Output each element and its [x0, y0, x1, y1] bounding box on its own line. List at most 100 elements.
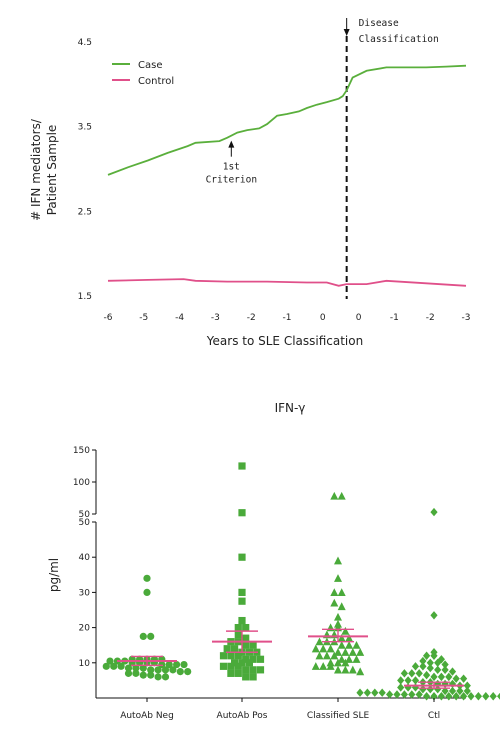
data-point — [386, 690, 394, 699]
data-point — [238, 588, 246, 596]
data-point — [176, 668, 184, 676]
data-point — [169, 666, 177, 674]
data-point — [404, 676, 412, 685]
data-point — [147, 632, 155, 641]
x-tick-label: -4 — [175, 313, 184, 323]
data-point — [400, 669, 408, 678]
category-label: Classified SLE — [307, 711, 370, 721]
data-point — [441, 660, 449, 669]
data-point — [334, 556, 342, 565]
data-point — [419, 656, 427, 666]
data-point — [330, 651, 339, 660]
y-tick-label: 50 — [79, 510, 91, 520]
data-point — [219, 652, 228, 660]
data-point — [334, 665, 342, 674]
data-point — [356, 667, 365, 676]
y-tick-label: 20 — [79, 624, 91, 634]
data-point — [423, 651, 431, 660]
data-point — [219, 662, 228, 670]
data-point — [467, 692, 475, 701]
criterion-arrow-head — [228, 140, 235, 148]
data-point — [430, 611, 438, 620]
data-point — [242, 624, 250, 632]
data-point — [256, 666, 265, 674]
data-point — [242, 655, 250, 663]
data-point — [238, 509, 246, 517]
data-point — [434, 658, 442, 667]
data-point — [426, 663, 434, 673]
data-point — [106, 657, 114, 665]
data-point — [124, 664, 133, 672]
data-point — [400, 690, 408, 699]
criterion-annotation-text: Criterion — [206, 175, 257, 186]
x-tick-label: -2 — [247, 313, 256, 323]
data-point — [227, 662, 235, 670]
data-point — [341, 648, 350, 656]
data-point — [437, 655, 445, 664]
data-point — [408, 669, 416, 678]
data-point — [434, 685, 442, 694]
data-point — [173, 660, 181, 669]
data-point — [393, 690, 401, 699]
x-tick-label: -1 — [390, 313, 399, 323]
data-point — [408, 690, 416, 699]
data-point — [430, 672, 438, 682]
data-point — [242, 666, 250, 674]
scatter-chart-means — [117, 628, 464, 689]
data-point — [180, 660, 188, 669]
data-point — [322, 651, 331, 660]
data-point — [249, 655, 257, 663]
x-tick-label: 0 — [356, 313, 362, 323]
data-point — [337, 633, 346, 642]
data-point — [415, 669, 423, 678]
data-point — [497, 692, 500, 700]
data-point — [452, 692, 460, 701]
data-point — [334, 574, 342, 582]
data-point — [242, 673, 250, 681]
data-point — [234, 662, 242, 670]
data-point — [311, 662, 320, 670]
data-point — [437, 692, 445, 701]
data-point — [352, 655, 361, 663]
data-point — [463, 681, 471, 690]
data-point — [124, 669, 133, 677]
data-point — [249, 673, 257, 681]
data-point — [415, 690, 423, 699]
data-point — [238, 659, 246, 667]
category-label: AutoAb Pos — [217, 711, 268, 721]
data-point — [319, 662, 328, 670]
data-point — [311, 644, 320, 653]
data-point — [117, 662, 125, 670]
data-point — [341, 626, 350, 635]
data-point — [337, 641, 346, 649]
data-point — [110, 662, 118, 670]
classification-annotation-text: Classification — [359, 34, 439, 45]
y-tick-label: 50 — [79, 518, 91, 528]
series-line-control — [107, 278, 467, 287]
data-point — [238, 597, 246, 605]
x-tick-label: -2 — [426, 313, 435, 323]
data-point — [234, 624, 242, 632]
data-point — [482, 692, 490, 701]
data-point — [315, 637, 324, 646]
data-point — [227, 652, 235, 660]
data-point — [345, 655, 354, 663]
data-point — [441, 665, 449, 675]
data-point — [430, 651, 438, 660]
line-chart-legend: Case Control — [112, 60, 174, 87]
x-tick-label: -5 — [139, 313, 148, 323]
data-point — [341, 665, 350, 674]
data-point — [423, 692, 431, 701]
data-point — [348, 648, 357, 656]
data-point — [348, 665, 357, 674]
scatter-chart-categories: AutoAb Neg AutoAb Pos Classified SLE Ctl — [120, 698, 440, 721]
line-chart-series — [107, 64, 467, 287]
classification-dashed-line — [343, 18, 350, 299]
x-tick-label: -3 — [211, 313, 220, 323]
data-point — [426, 685, 434, 694]
line-chart-x-label: Years to SLE Classification — [206, 334, 363, 348]
x-tick-label: -6 — [104, 313, 113, 323]
data-point — [460, 674, 468, 683]
data-point — [238, 462, 246, 470]
